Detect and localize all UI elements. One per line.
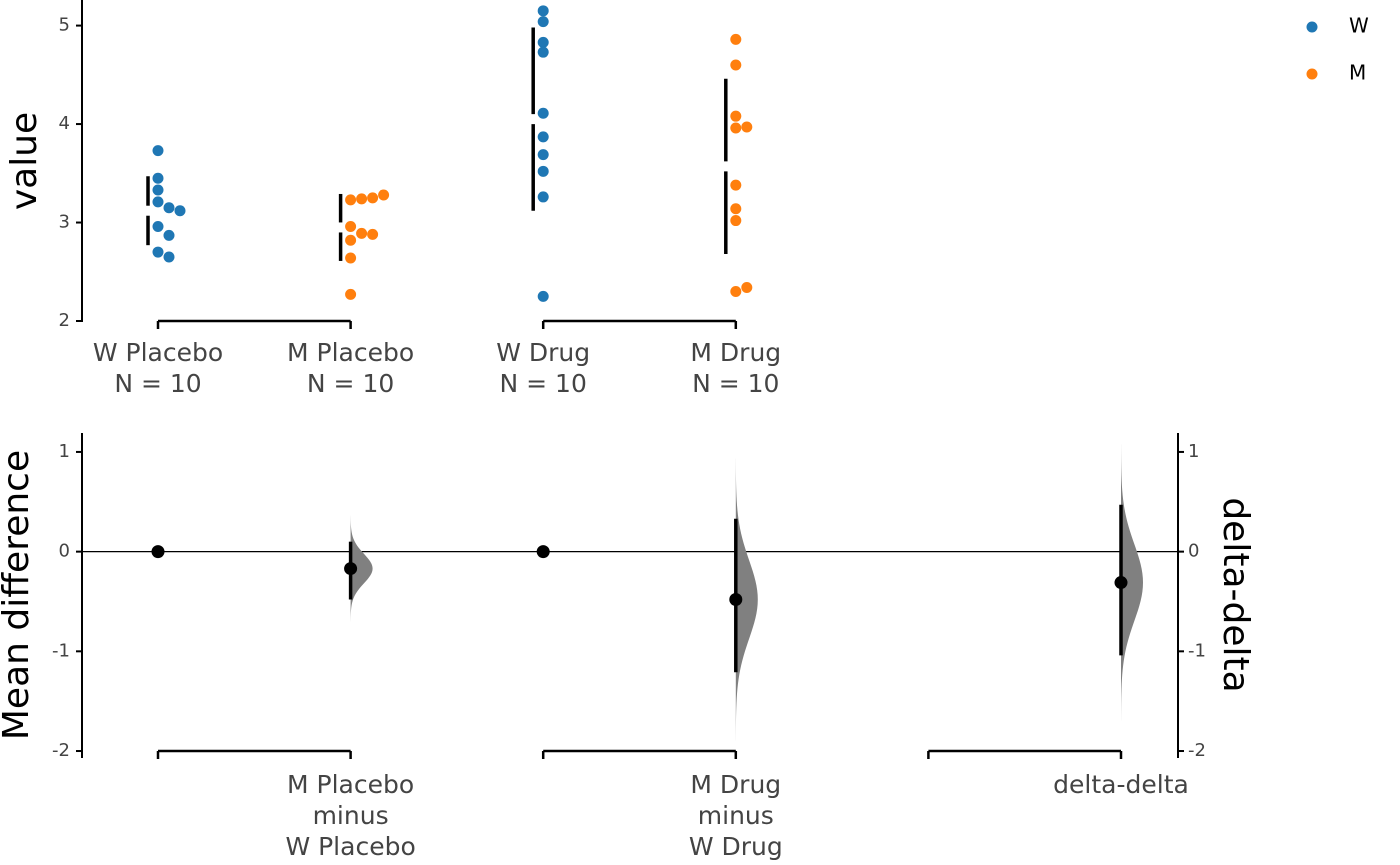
data-point — [730, 33, 742, 45]
y-tick-label: 1 — [59, 441, 70, 462]
data-point — [730, 179, 742, 191]
data-point — [537, 165, 549, 177]
data-point — [378, 189, 390, 201]
data-point — [345, 288, 357, 300]
data-point — [537, 16, 549, 28]
data-point — [730, 122, 742, 134]
y2-tick-label: -2 — [1188, 740, 1206, 761]
x-tick-label: N = 10 — [114, 369, 201, 398]
x-tick-label: N = 10 — [307, 369, 394, 398]
data-point — [741, 121, 753, 133]
effect-size — [536, 545, 550, 559]
data-point — [367, 228, 379, 240]
data-point — [356, 193, 368, 205]
data-point — [152, 196, 164, 208]
data-point — [163, 251, 175, 263]
data-point — [537, 149, 549, 161]
data-point — [730, 215, 742, 227]
y-tick-label: -2 — [52, 740, 70, 761]
data-point — [537, 131, 549, 143]
x-tick-label: M Placebo — [287, 338, 414, 367]
data-point — [537, 5, 549, 17]
legend-marker — [1306, 68, 1318, 80]
x-tick-label: W Placebo — [285, 832, 415, 861]
bootstrap-distribution — [350, 515, 373, 622]
x-tick-label: minus — [313, 801, 389, 830]
legend-marker — [1306, 21, 1318, 33]
x-tick-label: M Drug — [690, 338, 781, 367]
y2-tick-label: 0 — [1188, 541, 1199, 562]
data-point — [730, 285, 742, 297]
x-tick-label: M Placebo — [287, 770, 414, 799]
data-point — [345, 252, 357, 264]
data-point — [537, 191, 549, 203]
data-point — [152, 246, 164, 258]
effect-size — [151, 545, 165, 559]
data-point — [741, 282, 753, 294]
data-point — [356, 227, 368, 239]
y-axis-label: value — [4, 112, 45, 210]
effect-size — [1114, 576, 1128, 590]
data-point — [163, 202, 175, 214]
y-tick-label: 4 — [59, 113, 70, 134]
data-point — [174, 205, 186, 217]
data-point — [152, 220, 164, 232]
x-tick-label: minus — [698, 801, 774, 830]
y2-tick-label: 1 — [1188, 441, 1199, 462]
effect-size — [729, 592, 743, 606]
y-tick-label: 5 — [59, 15, 70, 36]
y2-axis-label: delta-delta — [1215, 497, 1256, 692]
data-point — [730, 59, 742, 71]
y-tick-label: 0 — [59, 541, 70, 562]
bootstrap-distribution — [735, 458, 758, 741]
x-tick-label: N = 10 — [500, 369, 587, 398]
legend-label: M — [1349, 61, 1366, 85]
x-tick-label: M Drug — [690, 770, 781, 799]
y2-tick-label: -1 — [1188, 640, 1206, 661]
data-point — [367, 192, 379, 204]
data-point — [730, 203, 742, 215]
x-tick-label: delta-delta — [1053, 770, 1189, 799]
data-point — [152, 172, 164, 184]
y-axis-label: Mean difference — [0, 450, 37, 740]
x-tick-label: W Drug — [496, 338, 590, 367]
x-tick-label: W Drug — [689, 832, 783, 861]
data-point — [345, 234, 357, 246]
effect-size — [344, 562, 358, 576]
data-point — [730, 110, 742, 122]
bootstrap-distribution — [1121, 444, 1143, 721]
data-point — [152, 145, 164, 157]
data-point — [345, 220, 357, 232]
x-tick-label: N = 10 — [692, 369, 779, 398]
data-point — [345, 194, 357, 206]
data-point — [537, 46, 549, 58]
data-point — [163, 229, 175, 241]
y-tick-label: 2 — [59, 310, 70, 331]
data-point — [537, 36, 549, 48]
legend-label: W — [1349, 14, 1369, 38]
data-point — [152, 184, 164, 196]
data-point — [537, 290, 549, 302]
y-tick-label: -1 — [52, 640, 70, 661]
data-point — [537, 107, 549, 119]
x-tick-label: W Placebo — [93, 338, 223, 367]
y-tick-label: 3 — [59, 212, 70, 233]
